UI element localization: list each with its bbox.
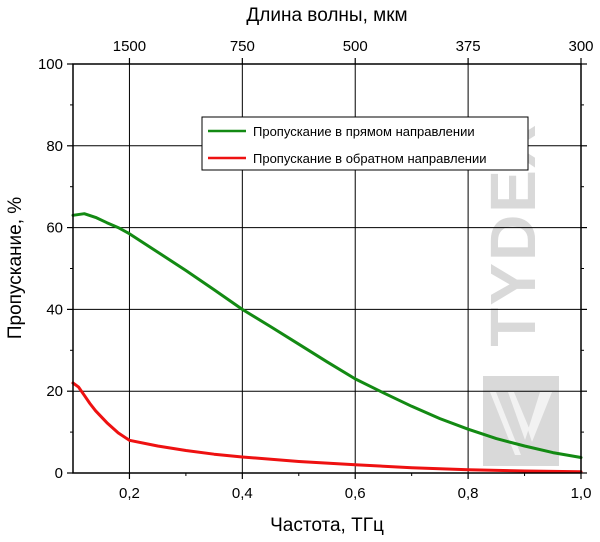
- x-axis-tick-label: 1,0: [571, 485, 592, 502]
- top-axis-tick-label: 500: [343, 38, 368, 55]
- top-axis-tick-label: 375: [456, 38, 481, 55]
- legend-box: [201, 116, 529, 171]
- legend-label-forward: Пропускание в прямом направлении: [253, 124, 475, 139]
- top-axis-tick-label: 300: [568, 38, 593, 55]
- x-axis-tick-label: 0,8: [458, 485, 479, 502]
- x-axis-tick-label: 0,2: [119, 485, 140, 502]
- axis-ticks: 1500 750 500 375 300 0 20 40 60 80 100 0,2 0,4 0,6 0,8…: [38, 38, 594, 502]
- series-layer: [71, 212, 583, 474]
- y-axis-tick-label: 80: [46, 138, 63, 155]
- y-axis-tick-label: 40: [46, 301, 63, 318]
- y-axis-tick-label: 60: [46, 220, 63, 237]
- top-axis-tick-label: 750: [230, 38, 255, 55]
- series-line-reverse: [71, 381, 583, 474]
- legend-label-reverse: Пропускание в обратном направлении: [253, 151, 487, 166]
- top-axis-tick-label: 1500: [113, 38, 146, 55]
- tydex-watermark: TYDEX: [477, 123, 559, 466]
- legend: Пропускание в прямом направлении Пропуск…: [201, 116, 529, 171]
- y-axis-tick-label: 100: [38, 56, 63, 73]
- x-axis-tick-label: 0,6: [345, 485, 366, 502]
- y-axis-tick-label: 20: [46, 383, 63, 400]
- y-axis-tick-label: 0: [55, 465, 63, 482]
- top-axis-title: Длина волны, мкм: [246, 5, 407, 26]
- x-axis-title: Частота, ТГц: [270, 515, 384, 536]
- x-axis-tick-label: 0,4: [232, 485, 253, 502]
- series-line-forward: [71, 212, 583, 459]
- y-axis-title: Пропускание, %: [5, 197, 26, 339]
